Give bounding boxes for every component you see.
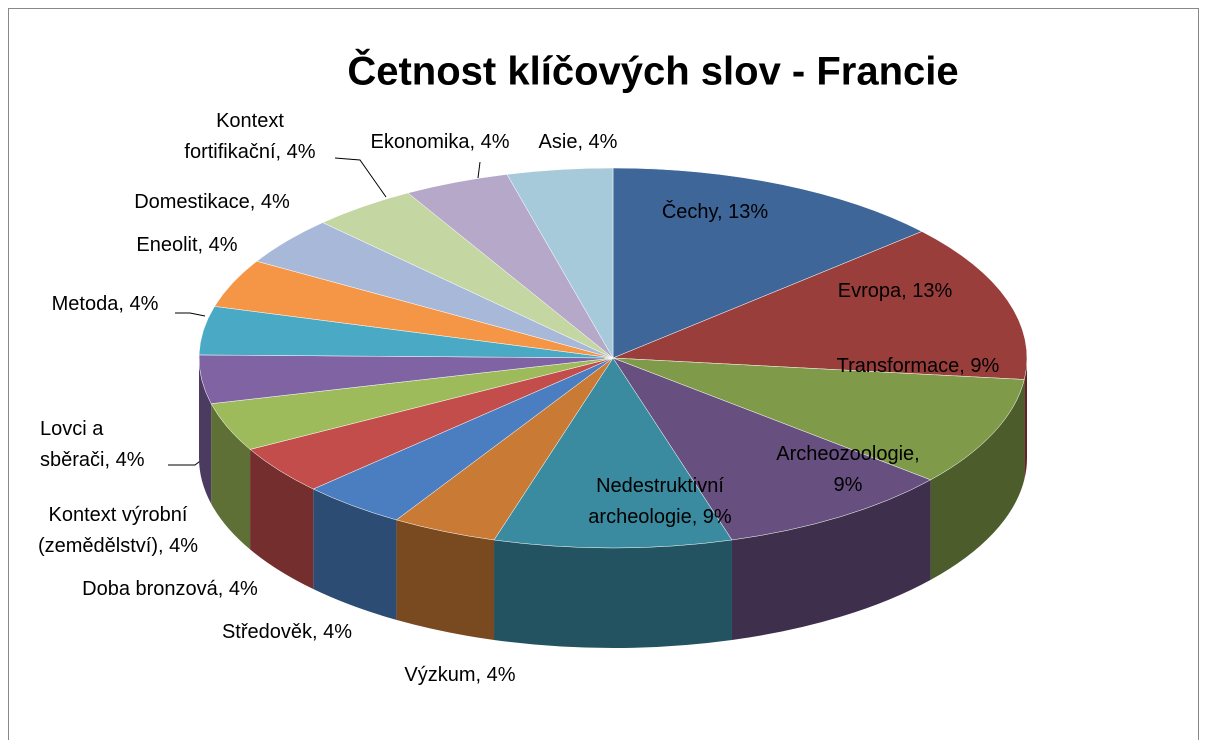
data-label: Archeozoologie, 9% [776, 443, 919, 496]
data-label: Výzkum, 4% [404, 664, 515, 686]
data-label: Kontext výrobní (zemědělství), 4% [38, 504, 198, 557]
slice-side [930, 379, 1025, 580]
slice [612, 357, 932, 541]
data-label: Metoda, 4% [52, 293, 159, 315]
data-label: Domestikace, 4% [134, 191, 290, 213]
data-label: Čechy, 13% [662, 200, 769, 223]
data-label: Ekonomika, 4% [371, 131, 510, 153]
data-label: Kontext fortifikační, 4% [184, 110, 315, 163]
slice-side [250, 449, 314, 590]
slice [506, 167, 614, 359]
slice-side [1024, 358, 1027, 480]
leader-line [175, 312, 206, 317]
chart-title: Četnost klíčových slov - Francie [347, 48, 958, 94]
data-label: Středověk, 4% [222, 621, 352, 643]
slice [493, 357, 733, 549]
slice-side [313, 489, 397, 620]
slice-side [211, 403, 251, 550]
slice [612, 231, 1028, 380]
slice-side [396, 519, 495, 640]
data-label: Transformace, 9% [837, 355, 1000, 377]
slice-side [199, 358, 212, 504]
data-label: Evropa, 13% [838, 280, 953, 302]
slice [612, 167, 923, 359]
data-label: Doba bronzová, 4% [82, 578, 258, 600]
leader-line [334, 157, 387, 198]
data-label: Asie, 4% [539, 131, 618, 153]
leader-line [477, 161, 481, 179]
data-label: Eneolit, 4% [136, 234, 237, 256]
data-label: Lovci a sběrači, 4% [40, 418, 145, 471]
data-label: Nedestruktivní archeologie, 9% [588, 475, 732, 528]
slice-side [731, 479, 931, 640]
slice [612, 357, 1025, 481]
slice-side [494, 539, 732, 648]
